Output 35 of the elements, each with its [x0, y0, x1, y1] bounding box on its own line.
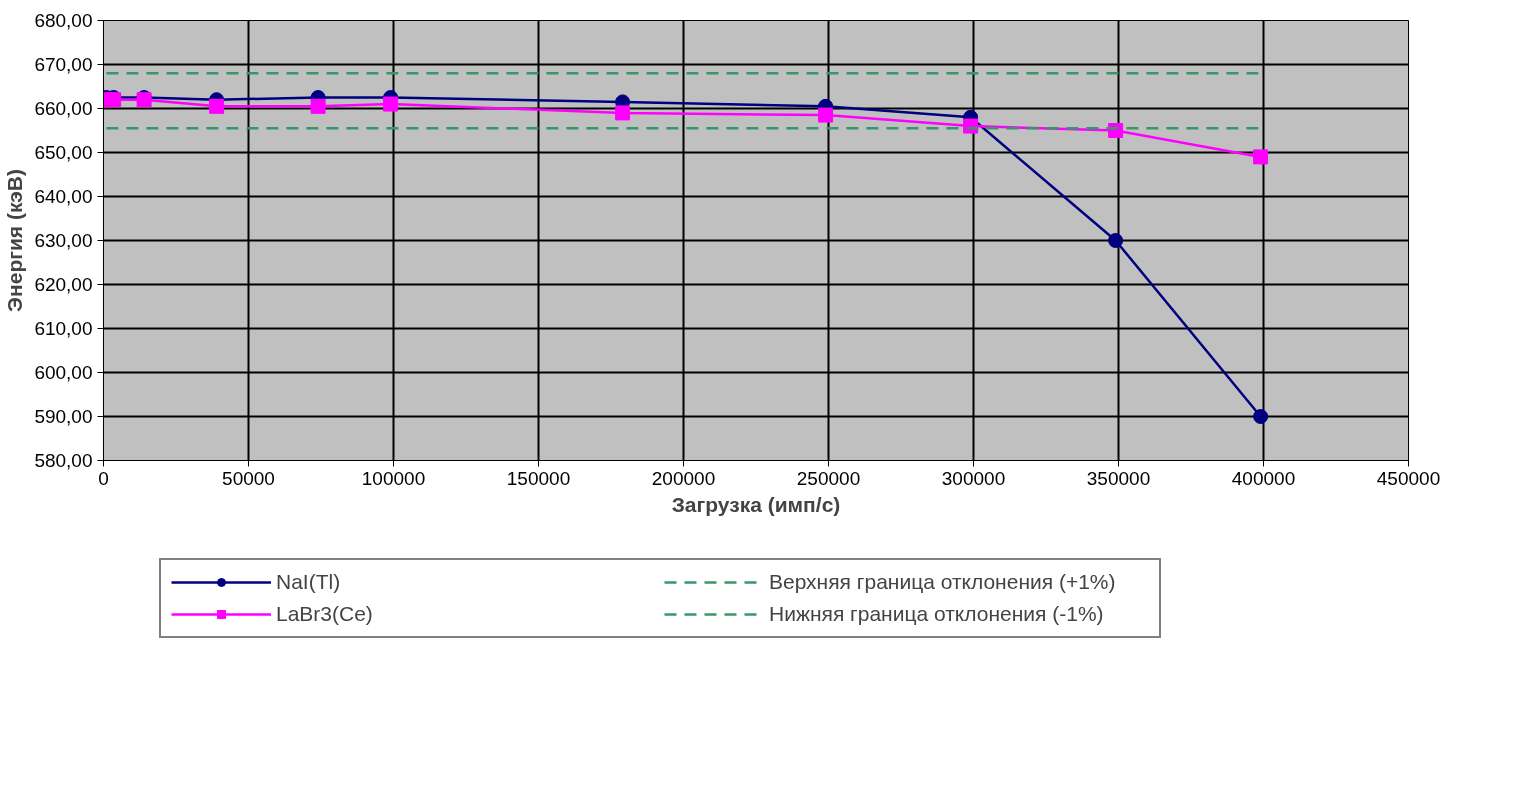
x-tick-label: 300000: [941, 467, 1006, 489]
y-tick-label: 610,00: [34, 318, 93, 339]
y-tick-label: 640,00: [34, 186, 93, 207]
point: [1253, 149, 1269, 165]
x-tick-label: 150000: [506, 467, 571, 489]
point: [209, 98, 225, 114]
y-tick-label: 620,00: [34, 274, 93, 295]
legend-label: NaI(Tl): [275, 570, 342, 594]
y-tick-label: 600,00: [34, 362, 93, 383]
x-tick-label: 200000: [651, 467, 716, 489]
y-tick-label: 680,00: [34, 10, 93, 31]
point: [1108, 233, 1124, 248]
legend-label: LaBr3(Ce): [275, 602, 374, 626]
y-tick-label: 650,00: [34, 142, 93, 163]
x-tick-label: 0: [98, 467, 109, 489]
y-tick-label: 590,00: [34, 406, 93, 427]
legend-label: Верхняя граница отклонения (+1%): [768, 570, 1117, 594]
y-tick-label: 630,00: [34, 230, 93, 251]
y-tick-label: 670,00: [34, 54, 93, 75]
x-tick-label: 450000: [1376, 467, 1441, 489]
point: [310, 98, 326, 114]
x-tick-label: 100000: [361, 467, 426, 489]
x-tick-label: 350000: [1086, 467, 1151, 489]
point: [615, 105, 631, 121]
point: [1253, 409, 1269, 424]
legend-label: Нижняя граница отклонения (-1%): [768, 602, 1105, 626]
x-axis-title: Загрузка (имп/с): [671, 492, 841, 516]
x-tick-label: 50000: [222, 467, 275, 489]
point: [818, 107, 834, 123]
y-tick-label: 580,00: [34, 450, 93, 471]
x-tick-label: 400000: [1231, 467, 1296, 489]
point: [383, 96, 399, 112]
x-tick-label: 250000: [796, 467, 861, 489]
y-tick-label: 660,00: [34, 98, 93, 119]
y-axis-title: Энергия (кэВ): [3, 169, 27, 312]
